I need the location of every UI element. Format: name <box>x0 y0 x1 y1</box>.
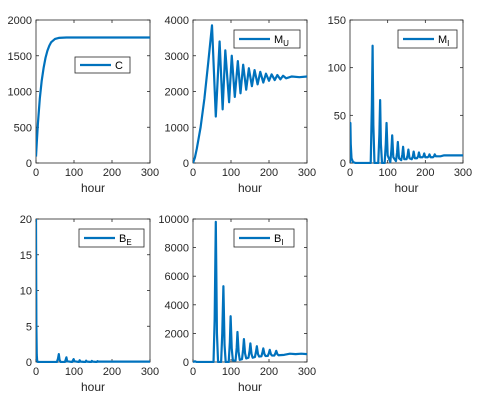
legend: MU <box>233 29 301 49</box>
y-tick-label: 15 <box>20 250 32 262</box>
y-tick-label: 10000 <box>158 214 189 226</box>
x-axis-label: hour <box>81 380 105 394</box>
y-tick-label: 2000 <box>165 328 189 340</box>
x-tick-label: 100 <box>378 167 396 179</box>
series-line-1 <box>36 218 150 363</box>
x-tick-label: 0 <box>190 366 196 378</box>
legend: MI <box>397 29 458 49</box>
subplot-3: 0 50 100 150 0 100 200 300 hour MI <box>328 15 473 195</box>
legend-label-base: B <box>119 233 126 245</box>
y-tick-label: 4000 <box>165 300 189 312</box>
y-tick-label: 1000 <box>165 122 189 134</box>
legend-label: MU <box>274 34 289 48</box>
series-line-1 <box>36 36 150 157</box>
axes-box <box>35 19 151 164</box>
y-tick-label: 1500 <box>8 51 32 63</box>
x-axis-label: hour <box>81 181 105 195</box>
y-tick-label: 3000 <box>165 51 189 63</box>
y-tick-label: 500 <box>14 122 32 134</box>
legend-label-subscript: U <box>283 39 289 48</box>
x-tick-label: 0 <box>347 167 353 179</box>
legend-label-base: M <box>438 34 447 46</box>
y-tick-label: 2000 <box>8 15 32 27</box>
series-line-1 <box>350 44 463 164</box>
y-tick-label: 0 <box>340 158 346 170</box>
x-tick-label: 100 <box>65 366 83 378</box>
series-line-1 <box>193 220 307 363</box>
y-tick-label: 0 <box>183 158 189 170</box>
y-tick-label: 6000 <box>165 271 189 283</box>
series-line-1 <box>193 24 307 164</box>
x-tick-label: 200 <box>260 366 278 378</box>
legend: BI <box>233 228 295 248</box>
legend: BE <box>78 228 145 248</box>
legend: C <box>74 56 131 74</box>
y-tick-label: 2000 <box>165 87 189 99</box>
subplot-1: 0 500 1000 1500 2000 0 100 200 300 hour C <box>8 15 160 195</box>
x-tick-label: 200 <box>103 167 121 179</box>
legend-label-subscript: I <box>281 238 283 247</box>
x-tick-label: 200 <box>103 366 121 378</box>
x-tick-label: 300 <box>141 366 159 378</box>
y-tick-label: 1000 <box>8 87 32 99</box>
subplot-5: 0 2000 4000 6000 8000 10000 0 100 200 300 hour BI <box>158 214 316 394</box>
legend-label: C <box>115 60 123 72</box>
legend-label-subscript: I <box>447 39 449 48</box>
x-tick-label: 100 <box>222 167 240 179</box>
x-tick-label: 100 <box>222 366 240 378</box>
legend-label-base: B <box>274 233 281 245</box>
x-tick-label: 300 <box>454 167 472 179</box>
y-tick-label: 50 <box>334 110 346 122</box>
y-tick-label: 5 <box>26 321 32 333</box>
y-tick-label: 150 <box>328 15 346 27</box>
legend-label: BE <box>119 233 132 247</box>
y-tick-label: 0 <box>26 357 32 369</box>
x-axis-label: hour <box>238 380 262 394</box>
x-tick-label: 100 <box>65 167 83 179</box>
x-axis-label: hour <box>238 181 262 195</box>
x-tick-label: 0 <box>190 167 196 179</box>
y-tick-label: 0 <box>183 357 189 369</box>
legend-label-base: M <box>274 34 283 46</box>
x-axis-label: hour <box>394 181 418 195</box>
legend-label: MI <box>438 34 449 48</box>
x-tick-label: 200 <box>416 167 434 179</box>
legend-label: BI <box>274 233 284 247</box>
y-tick-label: 8000 <box>165 243 189 255</box>
legend-label-subscript: E <box>126 238 131 247</box>
x-tick-label: 0 <box>33 167 39 179</box>
x-tick-label: 300 <box>298 366 316 378</box>
x-tick-label: 300 <box>298 167 316 179</box>
y-tick-label: 20 <box>20 214 32 226</box>
subplot-2: 0 1000 2000 3000 4000 0 100 200 300 hour MU <box>165 15 317 195</box>
x-tick-label: 0 <box>33 366 39 378</box>
y-tick-label: 4000 <box>165 15 189 27</box>
y-tick-label: 100 <box>328 63 346 75</box>
x-tick-label: 300 <box>141 167 159 179</box>
y-tick-label: 0 <box>26 158 32 170</box>
x-tick-label: 200 <box>260 167 278 179</box>
legend-label-base: C <box>115 60 123 72</box>
y-tick-label: 10 <box>20 286 32 298</box>
